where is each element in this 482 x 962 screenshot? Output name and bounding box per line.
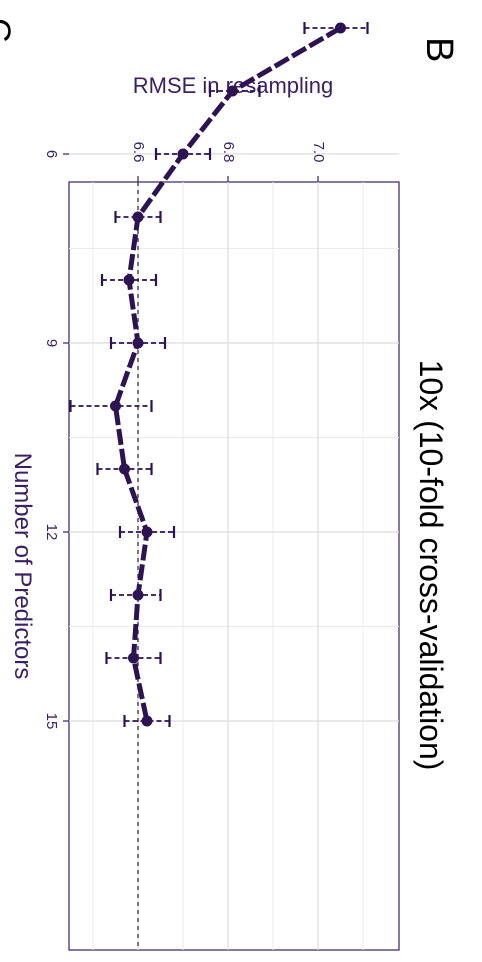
x-tick-label: 12 — [43, 524, 60, 541]
tick-layer: 6.6 6.8 7.0 6 9 12 15 — [43, 142, 327, 730]
x-axis-label: Number of Predictors — [9, 453, 36, 680]
series-line-layer — [113, 25, 342, 722]
panel-letter-b: B — [418, 37, 460, 62]
data-point — [177, 148, 189, 160]
data-point — [132, 211, 144, 223]
data-point — [141, 526, 153, 538]
errorbar-layer — [69, 22, 369, 727]
data-point — [119, 463, 130, 475]
data-point — [335, 22, 346, 34]
y-tick-label: 7.0 — [310, 142, 327, 163]
y-tick-label: 6.8 — [220, 142, 237, 163]
data-point — [128, 652, 139, 664]
panel-letter-c: C — [0, 18, 17, 43]
plot-panel — [68, 181, 400, 951]
data-point — [123, 274, 135, 286]
data-point — [132, 337, 144, 349]
x-tick-label: 15 — [43, 713, 60, 730]
grid-layer — [69, 153, 399, 950]
x-tick-label: 6 — [43, 150, 60, 158]
data-point — [141, 715, 153, 727]
series-line — [113, 25, 342, 722]
x-tick-label: 9 — [43, 339, 60, 347]
chart-title: 10x (10-fold cross-validation) — [413, 360, 449, 771]
data-point — [110, 400, 121, 412]
data-point — [132, 589, 144, 601]
point-layer — [110, 22, 346, 727]
y-tick-label: 6.6 — [130, 142, 147, 163]
data-point — [227, 85, 238, 97]
